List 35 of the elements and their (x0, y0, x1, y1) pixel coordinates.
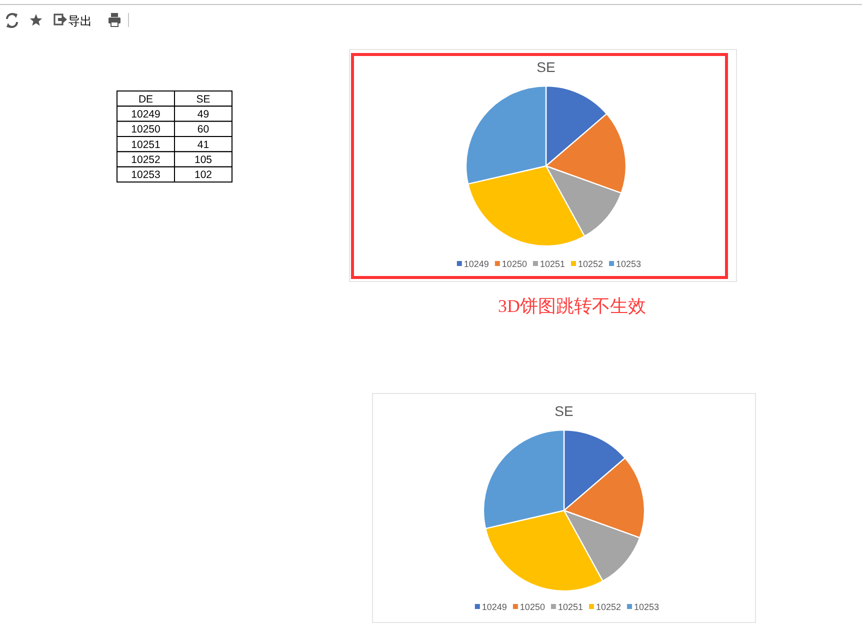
y-axis-title: DE (138, 93, 154, 106)
legend-item: 10252 (589, 602, 622, 612)
legend-label: 10252 (596, 602, 622, 612)
legend-label: 10253 (634, 602, 660, 612)
y-tick-label: 10251 (131, 138, 161, 151)
cell-label: 41 (197, 138, 210, 151)
y-tick-label: 10253 (131, 169, 161, 182)
legend-label: 10249 (464, 259, 489, 269)
legend-item: 10253 (609, 259, 642, 269)
cell-label: 105 (194, 154, 212, 166)
legend-item: 10249 (456, 259, 489, 269)
text: 导出 (68, 14, 92, 28)
chart-title: SE (536, 59, 556, 75)
legend-item: 10253 (627, 602, 660, 612)
legend-label: 10249 (482, 602, 507, 612)
text: 3D饼图跳转不生效 (498, 296, 646, 316)
legend-label: 10252 (578, 259, 604, 269)
cell-label: 60 (197, 124, 210, 136)
y-tick-label: 10250 (131, 124, 161, 136)
legend-item: 10252 (571, 259, 604, 269)
legend-item: 10250 (512, 602, 545, 612)
legend-label: 10251 (540, 259, 565, 269)
chart-title: SE (554, 403, 574, 419)
y-tick-label: 10252 (131, 154, 161, 166)
legend-item: 10251 (550, 602, 583, 612)
legend-item: 10249 (474, 602, 507, 612)
legend-label: 10251 (558, 602, 583, 612)
legend-item: 10251 (532, 259, 565, 269)
cell-label: 102 (194, 169, 212, 182)
y-tick-label: 10249 (131, 108, 161, 121)
legend-label: 10250 (520, 602, 545, 612)
legend-item: 10250 (494, 259, 527, 269)
legend-label: 10250 (502, 259, 527, 269)
cell-label: 49 (197, 108, 210, 121)
legend-label: 10253 (616, 259, 642, 269)
